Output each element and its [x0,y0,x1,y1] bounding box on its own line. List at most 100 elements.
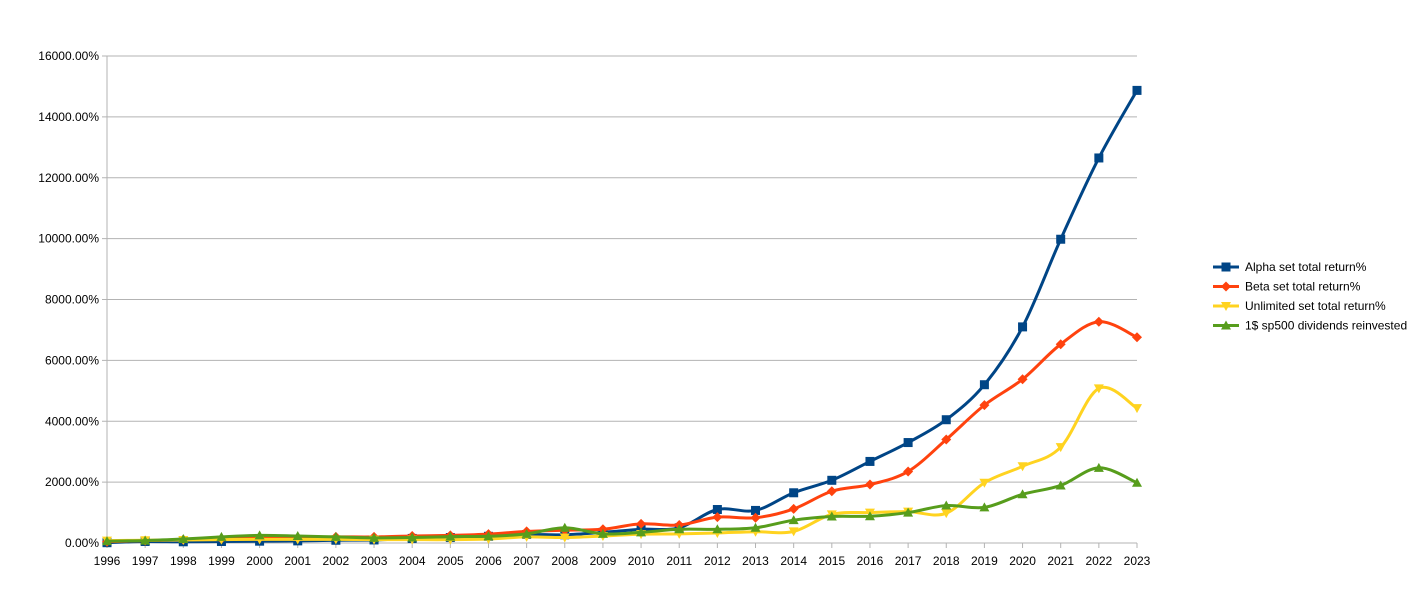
x-tick-label: 2022 [1086,554,1113,568]
data-point [559,522,570,532]
data-point [1055,339,1066,350]
data-point [827,475,837,485]
data-point [788,503,799,514]
data-point [750,522,761,532]
y-tick-label: 4000.00% [45,414,99,428]
legend-swatch-marker [1221,320,1231,330]
series-line [106,320,1138,544]
data-point [750,512,761,523]
data-point [788,527,799,537]
gridlines [107,55,1137,544]
data-point [1093,316,1104,327]
data-point [1055,443,1066,453]
data-point [979,478,990,488]
x-tick-label: 2013 [742,554,769,568]
data-point [865,456,875,466]
legend-item: Alpha set total return% [1213,260,1367,274]
y-tick-label: 2000.00% [45,475,99,489]
x-tick-label: 2017 [895,554,922,568]
legend-item: Beta set total return% [1213,280,1361,294]
x-tick-label: 2007 [513,554,540,568]
x-tick-label: 2009 [590,554,617,568]
x-tick-label: 1996 [94,554,121,568]
x-tick-label: 2005 [437,554,464,568]
x-tick-label: 2016 [857,554,884,568]
legend-swatch-marker [1221,302,1231,311]
data-point [751,505,761,515]
x-tick-label: 2015 [818,554,845,568]
series-lines [102,85,1142,548]
data-point [1056,234,1066,244]
x-tick-label: 2006 [475,554,502,568]
data-point [254,530,265,540]
data-point [864,479,875,490]
data-point [1017,374,1028,385]
series-3 [102,384,1142,546]
data-point [102,536,112,546]
data-point [1094,153,1104,163]
data-point [903,438,913,448]
data-point [979,380,989,390]
y-tick-label: 12000.00% [38,171,99,185]
data-point [826,511,837,521]
legend-label: Alpha set total return% [1245,260,1367,274]
data-point [1055,480,1066,490]
series-1 [102,85,1142,548]
y-tick-label: 8000.00% [45,293,99,307]
x-tick-label: 2004 [399,554,426,568]
legend-item: Unlimited set total return% [1213,299,1386,313]
legend-label: 1$ sp500 dividends reinvested [1245,319,1407,333]
data-point [674,524,685,534]
x-tick-label: 2001 [284,554,311,568]
series-line [106,89,1139,545]
data-point [941,500,952,510]
data-point [941,509,952,519]
data-point [903,466,914,477]
y-tick-label: 0.00% [65,536,99,550]
data-point [597,528,608,538]
data-point [369,532,380,542]
x-tick-label: 2014 [780,554,807,568]
data-point [1093,462,1104,472]
data-point [788,515,799,525]
data-point [483,531,494,541]
data-point [826,486,837,497]
data-point [521,528,532,538]
data-point [559,533,570,543]
legend-swatch-marker [1221,262,1231,272]
x-tick-label: 2020 [1009,554,1036,568]
x-tick-label: 1998 [170,554,197,568]
data-point [1017,462,1028,472]
data-point [1132,332,1142,343]
data-point [1093,384,1104,394]
data-point [903,507,914,517]
x-tick-label: 2002 [323,554,350,568]
series-4 [102,462,1142,546]
data-point [864,511,875,521]
data-point [178,534,189,544]
data-point [636,518,647,529]
data-point [941,415,951,425]
legend-swatch-marker [1221,281,1231,292]
legend-label: Unlimited set total return% [1245,299,1386,313]
y-tick-label: 10000.00% [38,232,99,246]
y-tick-label: 16000.00% [38,49,99,63]
y-tick-labels: 0.00% 2000.00% 4000.00% 6000.00% 8000.00% 100… [38,49,99,550]
y-tick-label: 14000.00% [38,110,99,124]
data-point [941,434,952,445]
data-point [140,535,151,545]
x-tick-label: 2012 [704,554,731,568]
data-point [1017,489,1028,499]
x-tick-label: 2018 [933,554,960,568]
data-point [712,505,722,515]
x-tick-label: 2010 [628,554,655,568]
legend-item: 1$ sp500 dividends reinvested [1213,319,1407,333]
x-tick-label: 2021 [1047,554,1074,568]
data-point [330,531,341,541]
legend-label: Beta set total return% [1245,280,1361,294]
x-tick-label: 2019 [971,554,998,568]
data-point [712,512,723,523]
data-point [1132,477,1142,487]
x-tick-labels: 1996 1997 1998 1999 2000 2001 2002 2003 2004 2005… [94,554,1151,568]
